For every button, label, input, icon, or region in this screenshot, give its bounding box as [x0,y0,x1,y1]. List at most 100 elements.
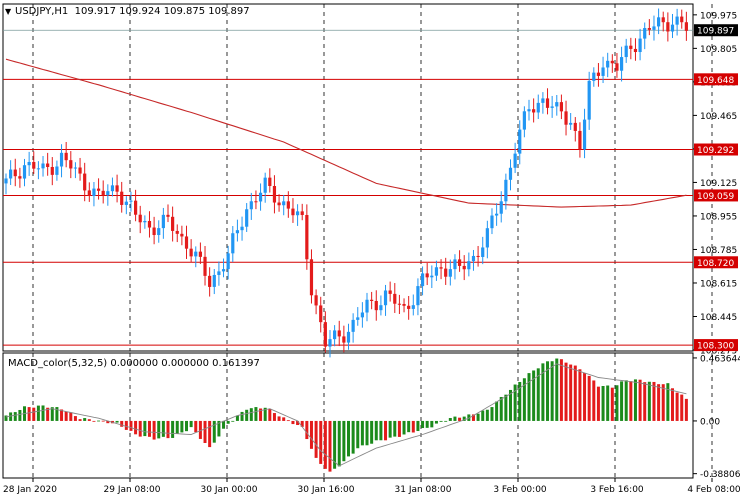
candle-body [365,299,369,313]
candle-body [610,60,614,64]
candle-body [203,256,207,276]
histogram-bar [647,381,651,421]
histogram-bar [286,420,290,422]
histogram-bar [379,420,383,441]
histogram-bar [4,415,8,421]
candle-body [328,339,332,347]
candle-body [471,255,476,262]
histogram-bar [444,420,448,422]
histogram-bar [374,420,378,441]
candle-body [582,119,587,150]
level-badge [694,339,738,352]
candle-body [55,166,59,175]
histogram-bar [638,379,642,421]
histogram-bar [476,413,480,421]
histogram-bar [175,420,179,434]
candle-body [675,16,679,25]
histogram-bar [314,420,318,458]
candle-body [481,247,485,257]
histogram-bar [32,407,36,421]
candle-body [513,153,517,168]
histogram-bar [504,394,508,421]
macd-panel-frame [2,352,694,479]
candle-body [666,22,670,32]
candle-body [106,191,110,196]
candle-body [550,106,554,108]
macd-axis: 0.463644 0.00 -0.388068 [693,354,740,480]
histogram-bar [416,420,420,432]
candle-body [319,305,323,323]
y-tick-label: 108.275 [700,347,737,357]
candle-body [152,227,156,236]
candle-body [254,201,258,203]
candle-body [240,226,244,231]
candle-body [96,188,101,191]
histogram-bar [342,420,346,462]
candle-body [444,268,448,277]
histogram-bar [41,405,45,421]
candle-body [420,273,425,287]
macd-signal-line [5,363,687,467]
histogram-bar [680,394,684,421]
histogram-bar [365,420,369,446]
x-tick-label: 31 Jan 08:00 [395,485,452,495]
candle-body [73,167,78,169]
candle-body [41,163,45,169]
level-badge-label: 109.648 [697,76,734,86]
candle-body [647,28,651,30]
current-price-badge [694,24,738,37]
candle-body [180,233,184,237]
candle-body [337,330,341,337]
candle-body [652,26,656,30]
histogram-bar [124,420,128,430]
candle-body [323,322,327,347]
histogram-bar [388,420,392,438]
y-tick-label: 108.955 [700,212,737,222]
histogram-bar [185,420,189,432]
time-axis: 28 Jan 2020 29 Jan 08:00 30 Jan 00:00 30 Ja… [3,478,740,495]
candle-body [221,269,226,272]
dropdown-triangle-icon[interactable]: ▼ [5,7,12,16]
histogram-bar [259,408,263,421]
candle-body [393,293,397,304]
candle-body [545,98,550,108]
candle-body [333,330,337,340]
level-badge [694,143,738,156]
candles [4,8,688,358]
histogram-bar [536,368,540,421]
histogram-bar [425,420,429,428]
candle-body [147,220,152,228]
candle-body [606,60,610,68]
histogram-bar [249,408,253,421]
candle-body [592,72,596,81]
histogram-bar [212,420,216,443]
candle-body [564,111,568,125]
y-tick-label: 108.615 [700,279,737,289]
x-tick-label: 30 Jan 16:00 [298,485,355,495]
moving-average-line [5,58,687,208]
candle-body [22,165,27,179]
candle-body [235,230,240,234]
candle-body [439,267,443,269]
candle-body [397,303,402,305]
histogram-bar [610,387,614,421]
histogram-bar [481,410,485,421]
histogram-bar [397,420,401,437]
candle-body [157,228,161,236]
histogram-bar [370,420,374,444]
candle-body [434,267,439,276]
histogram-bar [407,420,411,433]
horizontal-levels [3,29,693,346]
candle-body [50,166,54,175]
candle-body [32,161,36,169]
macd-header: MACD_color(5,32,5) 0.000000 0.000000 0.1… [8,358,260,369]
histogram-bar [106,420,110,424]
x-tick-label: 3 Feb 00:00 [493,485,547,495]
macd-tick-label: -0.388068 [700,470,740,480]
histogram-bar [360,420,364,446]
histogram-bar [46,407,50,421]
candle-body [249,201,253,210]
y-tick-label: 108.445 [700,313,737,323]
histogram-bar [592,380,596,421]
